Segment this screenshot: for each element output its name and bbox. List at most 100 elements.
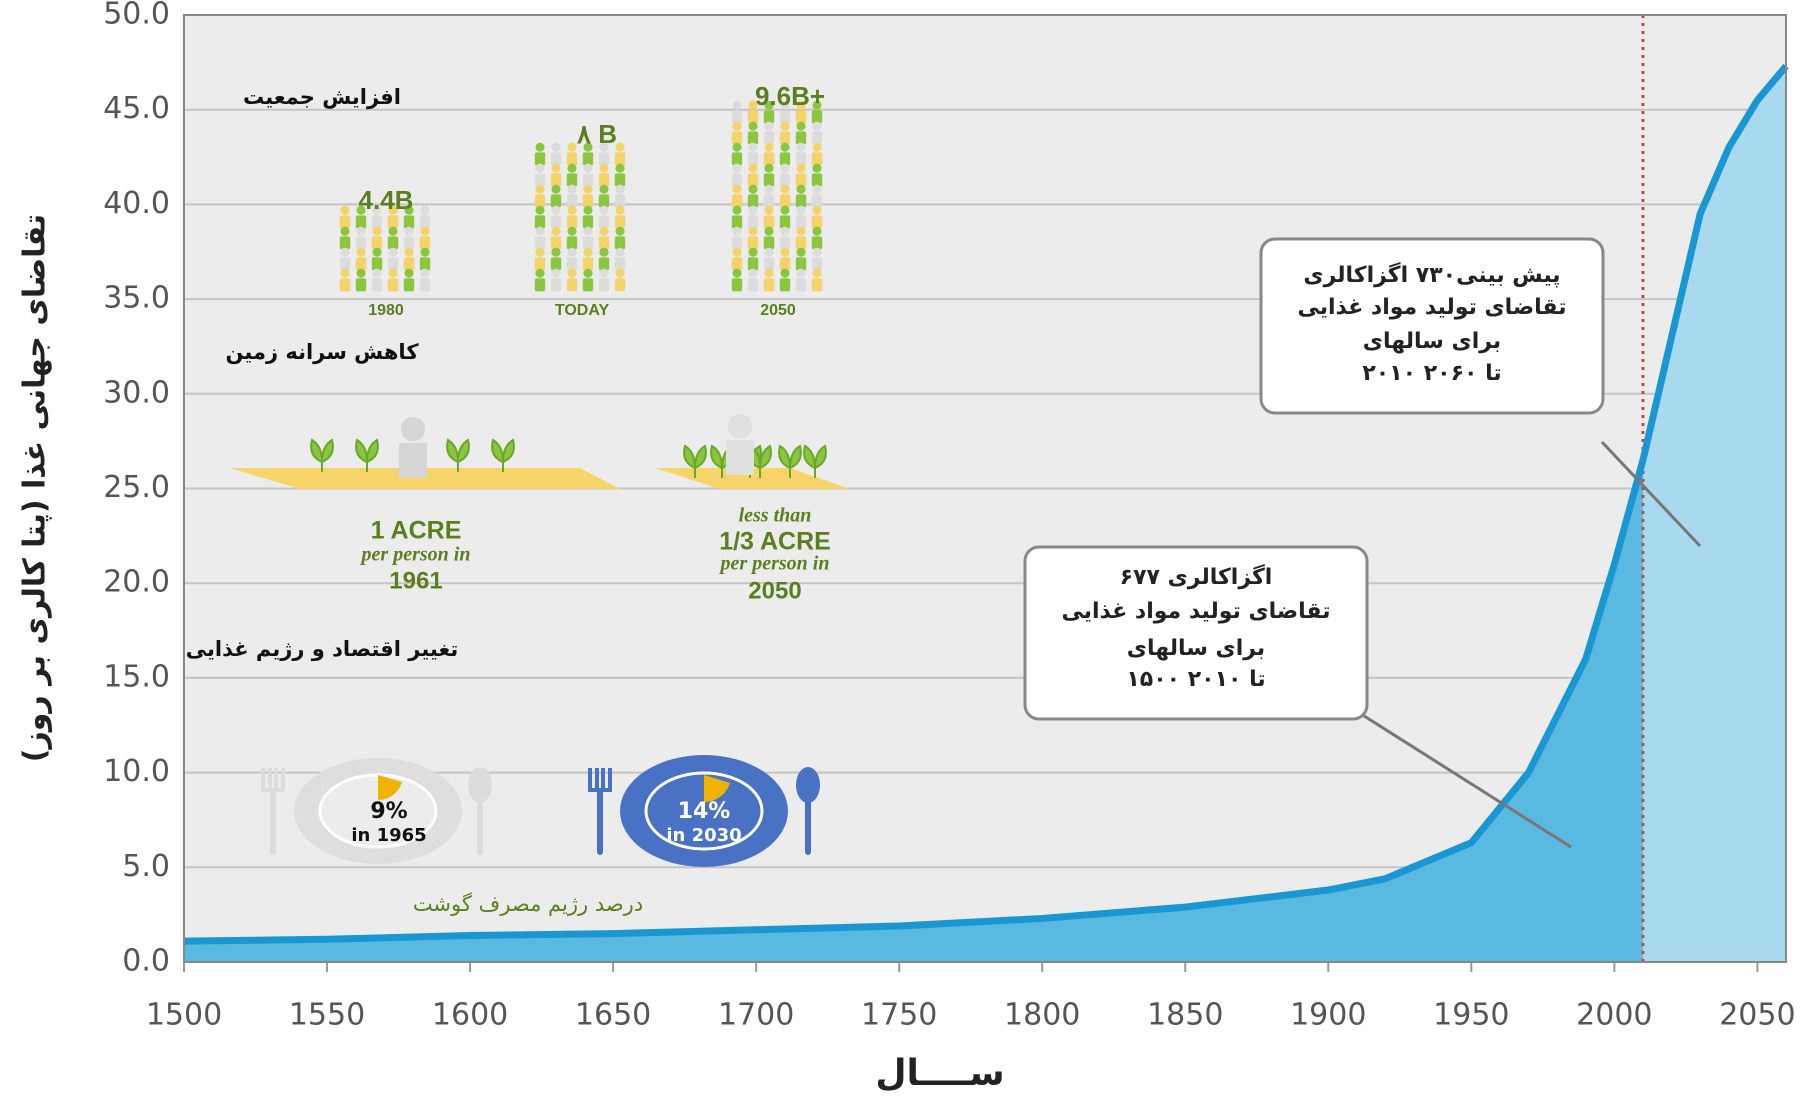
person-icon <box>615 268 625 278</box>
person-icon <box>727 413 753 439</box>
person-icon <box>566 278 578 292</box>
callout-text: تقاضای تولید مواد غذایی <box>1297 295 1566 320</box>
person-icon <box>534 152 546 166</box>
person-icon <box>567 163 577 173</box>
plate <box>644 771 764 851</box>
person-icon <box>551 268 561 278</box>
person-icon <box>726 440 754 475</box>
person-icon <box>550 194 562 208</box>
person-icon <box>811 278 823 292</box>
person-icon <box>811 131 823 145</box>
person-icon <box>796 205 806 215</box>
plant-icon <box>355 438 379 472</box>
person-icon <box>550 173 562 187</box>
person-icon <box>811 257 823 271</box>
person-icon <box>812 205 822 215</box>
plant-icon <box>778 444 802 478</box>
y-tick-label: 30.0 <box>103 375 170 410</box>
person-icon <box>355 236 367 250</box>
person-icon <box>614 215 626 229</box>
person-icon <box>731 215 743 229</box>
person-icon <box>419 257 431 271</box>
person-icon <box>388 205 398 215</box>
person-icon <box>355 215 367 229</box>
fork <box>597 790 603 855</box>
person-icon <box>779 110 791 124</box>
plant-icon <box>683 444 707 478</box>
annotation: 1 ACRE <box>371 517 462 545</box>
area-line <box>183 63 1789 945</box>
person-icon <box>399 443 427 478</box>
person-icon <box>748 184 758 194</box>
person-icon <box>811 236 823 250</box>
person-icon <box>535 163 545 173</box>
person-icon <box>340 247 350 257</box>
person-icon <box>598 278 610 292</box>
y-tick-label: 25.0 <box>103 470 170 505</box>
fork <box>588 768 612 792</box>
plant-icon <box>446 438 470 472</box>
person-icon <box>747 236 759 250</box>
person-icon <box>763 278 775 292</box>
person-icon <box>582 173 594 187</box>
callout-box <box>1023 545 1369 721</box>
person-icon <box>731 278 743 292</box>
person-icon <box>764 247 774 257</box>
person-icon <box>400 416 426 442</box>
annotation: in 1965 <box>351 825 426 846</box>
person-icon <box>763 110 775 124</box>
person-icon <box>371 278 383 292</box>
annotation: 9.6B+ <box>755 81 825 111</box>
person-icon <box>599 163 609 173</box>
person-icon <box>583 226 593 236</box>
person-icon <box>747 215 759 229</box>
person-icon <box>796 247 806 257</box>
annotation: less than <box>739 505 812 527</box>
person-icon <box>582 215 594 229</box>
person-icon <box>764 184 774 194</box>
plant-icon <box>491 438 515 472</box>
x-tick-label: 1900 <box>1290 998 1366 1033</box>
person-icon <box>599 142 609 152</box>
person-icon <box>763 194 775 208</box>
person-icon <box>780 184 790 194</box>
person-icon <box>796 142 806 152</box>
person-icon <box>567 247 577 257</box>
person-icon <box>747 110 759 124</box>
person-icon <box>614 257 626 271</box>
person-icon <box>583 184 593 194</box>
person-icon <box>356 247 366 257</box>
person-icon <box>550 215 562 229</box>
person-icon <box>372 247 382 257</box>
person-icon <box>748 142 758 152</box>
person-icon <box>582 152 594 166</box>
person-icon <box>614 173 626 187</box>
person-icon <box>419 215 431 229</box>
callout-text: برای سالهای <box>1127 636 1265 661</box>
person-icon <box>779 173 791 187</box>
x-tick-label: 1800 <box>1004 998 1080 1033</box>
person-icon <box>550 257 562 271</box>
person-icon <box>779 278 791 292</box>
person-icon <box>582 257 594 271</box>
annotation: کاهش سرانه زمین <box>225 340 419 364</box>
person-icon <box>420 226 430 236</box>
person-icon <box>550 278 562 292</box>
person-icon <box>550 236 562 250</box>
person-icon <box>748 205 758 215</box>
person-icon <box>534 257 546 271</box>
person-icon <box>795 215 807 229</box>
person-icon <box>764 100 774 110</box>
person-icon <box>763 131 775 145</box>
person-icon <box>535 268 545 278</box>
fork <box>261 768 285 792</box>
person-icon <box>566 173 578 187</box>
person-icon <box>371 257 383 271</box>
callout-text: تقاضای تولید مواد غذایی <box>1061 599 1330 624</box>
person-icon <box>795 152 807 166</box>
person-icon <box>780 247 790 257</box>
person-icon <box>355 278 367 292</box>
person-icon <box>566 257 578 271</box>
person-icon <box>582 194 594 208</box>
